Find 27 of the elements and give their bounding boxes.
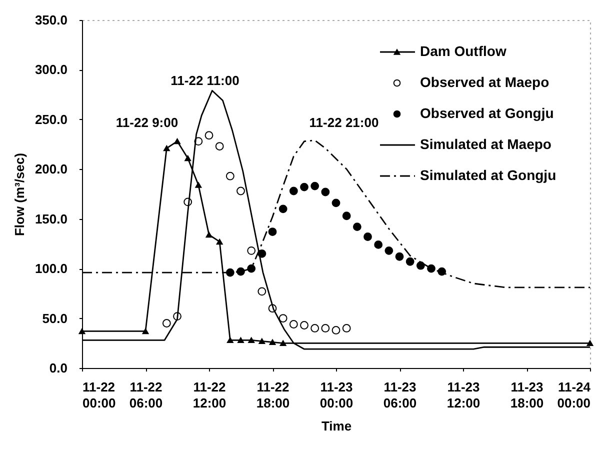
y-axis-title: Flow (m³/sec) bbox=[12, 152, 27, 236]
x-tick-label: 11-22 00:00 bbox=[82, 380, 116, 410]
y-tick-label: 100.0 bbox=[34, 261, 68, 276]
legend-label: Dam Outflow bbox=[420, 43, 506, 59]
legend-label: Observed at Maepo bbox=[420, 74, 550, 90]
legend-label: Simulated at Maepo bbox=[420, 136, 552, 152]
y-tick-label: 150.0 bbox=[34, 211, 68, 226]
x-tick-label: 11-23 06:00 bbox=[383, 380, 417, 410]
x-tick-label: 11-23 12:00 bbox=[446, 380, 480, 410]
y-tick-label: 350.0 bbox=[34, 12, 68, 28]
x-tick-label: 11-22 06:00 bbox=[129, 380, 163, 410]
annotation: 11-22 9:00 bbox=[116, 115, 178, 130]
x-tick-label: 11-23 18:00 bbox=[510, 380, 544, 410]
y-tick-label: 0.0 bbox=[49, 360, 68, 376]
x-tick-label: 11-22 18:00 bbox=[256, 380, 290, 410]
legend-label: Simulated at Gongju bbox=[420, 167, 556, 183]
annotation: 11-22 21:00 bbox=[309, 115, 379, 130]
y-tick-label: 250.0 bbox=[34, 112, 68, 127]
legend-label: Observed at Gongju bbox=[420, 105, 554, 121]
x-axis-title: Time bbox=[321, 418, 352, 434]
y-tick-label: 300.0 bbox=[34, 62, 68, 78]
x-tick-label: 11-24 00:00 bbox=[557, 380, 592, 410]
x-tick-label: 11-23 00:00 bbox=[320, 380, 354, 410]
annotation: 11-22 11:00 bbox=[170, 73, 240, 88]
y-tick-label: 50.0 bbox=[42, 310, 68, 326]
y-tick-label: 200.0 bbox=[34, 162, 68, 177]
x-tick-label: 11-22 12:00 bbox=[192, 380, 226, 410]
